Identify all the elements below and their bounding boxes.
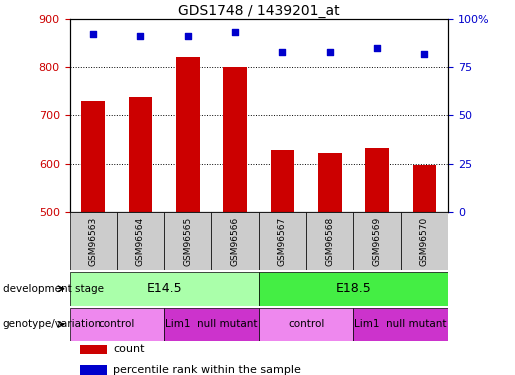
Bar (259, 272, 448, 306)
Bar (353, 308, 448, 341)
Bar (259, 308, 353, 341)
Text: E14.5: E14.5 (146, 282, 182, 295)
Bar (401, 212, 448, 270)
Bar (164, 308, 259, 341)
Bar (270, 150, 294, 375)
Point (373, 45, 381, 51)
Bar (318, 153, 341, 375)
Bar (164, 212, 212, 270)
Bar (212, 212, 259, 270)
Text: GSM96566: GSM96566 (231, 216, 239, 266)
Point (136, 33, 145, 39)
Bar (259, 212, 306, 270)
Bar (365, 148, 389, 375)
Bar (129, 98, 152, 375)
Bar (176, 57, 200, 375)
Bar (70, 212, 117, 270)
Text: GSM96568: GSM96568 (325, 216, 334, 266)
Bar (80, 344, 107, 354)
Bar (224, 67, 247, 375)
Point (231, 29, 239, 35)
Text: E18.5: E18.5 (336, 282, 371, 295)
Text: Lim1  null mutant: Lim1 null mutant (165, 320, 258, 329)
Text: control: control (288, 320, 324, 329)
Point (184, 33, 192, 39)
Text: GSM96569: GSM96569 (372, 216, 382, 266)
Text: GSM96564: GSM96564 (136, 216, 145, 266)
Text: development stage: development stage (3, 284, 104, 294)
Bar (80, 364, 107, 375)
Text: genotype/variation: genotype/variation (3, 320, 101, 329)
Text: count: count (113, 344, 145, 354)
Bar (81, 101, 105, 375)
Point (325, 49, 334, 55)
Text: GSM96567: GSM96567 (278, 216, 287, 266)
Point (420, 51, 428, 57)
Title: GDS1748 / 1439201_at: GDS1748 / 1439201_at (178, 4, 339, 18)
Bar (353, 212, 401, 270)
Bar (70, 308, 164, 341)
Bar (117, 212, 164, 270)
Point (278, 49, 286, 55)
Text: percentile rank within the sample: percentile rank within the sample (113, 365, 301, 375)
Text: control: control (99, 320, 135, 329)
Bar (70, 272, 259, 306)
Text: GSM96570: GSM96570 (420, 216, 429, 266)
Bar (413, 165, 436, 375)
Text: GSM96565: GSM96565 (183, 216, 192, 266)
Text: GSM96563: GSM96563 (89, 216, 98, 266)
Bar (306, 212, 353, 270)
Text: Lim1  null mutant: Lim1 null mutant (354, 320, 447, 329)
Point (89, 31, 97, 37)
